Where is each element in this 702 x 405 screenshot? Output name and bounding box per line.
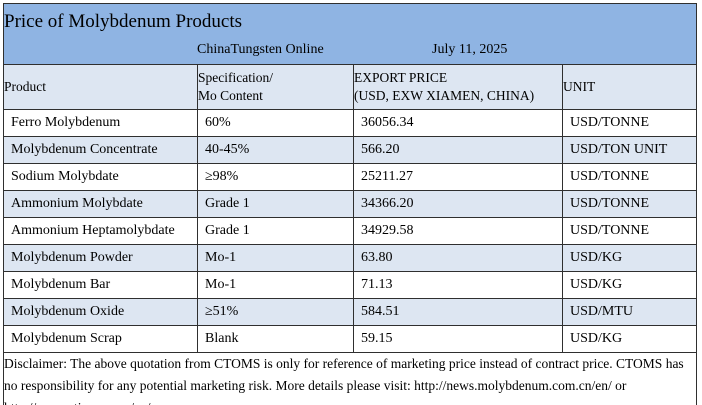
cell-product: Molybdenum Powder (3, 244, 198, 272)
subtitle-bar: ChinaTungsten Online July 11, 2025 (2, 39, 698, 65)
column-header-product: Product (3, 64, 198, 110)
cell-specification: 40-45% (197, 136, 354, 164)
cell-specification: Grade 1 (197, 190, 354, 218)
molybdenum-price-table: Price of Molybdenum Products ChinaTungst… (2, 3, 698, 405)
cell-unit: USD/TONNE (561, 109, 698, 137)
cell-specification: Grade 1 (197, 217, 354, 245)
cell-unit: USD/TONNE (561, 190, 698, 218)
column-header-export-price-line2: (USD, EXW XIAMEN, CHINA) (354, 88, 535, 103)
cell-export-price: 584.51 (353, 298, 563, 326)
cell-export-price: 63.80 (353, 244, 563, 272)
cell-specification: ≥51% (197, 298, 354, 326)
table-row: Molybdenum Bar Mo-1 71.13 USD/KG (3, 271, 698, 299)
column-header-specification-line1: Specification/ (198, 70, 273, 85)
cell-specification: Blank (197, 325, 354, 353)
cell-product: Molybdenum Concentrate (3, 136, 198, 164)
disclaimer-text: Disclaimer: The above quotation from CTO… (2, 352, 698, 405)
cell-export-price: 59.15 (353, 325, 563, 353)
cell-unit: USD/MTU (561, 298, 698, 326)
table-header-row: Product Specification/ Mo Content EXPORT… (3, 64, 698, 110)
quote-date: July 11, 2025 (432, 42, 508, 57)
column-header-specification: Specification/ Mo Content (197, 64, 354, 110)
table-row: Sodium Molybdate ≥98% 25211.27 USD/TONNE (3, 163, 698, 191)
subtitle-row: ChinaTungsten Online July 11, 2025 (2, 39, 698, 65)
column-header-specification-line2: Mo Content (198, 88, 263, 103)
cell-product: Ferro Molybdenum (3, 109, 198, 137)
table-row: Molybdenum Oxide ≥51% 584.51 USD/MTU (3, 298, 698, 326)
organization-label: ChinaTungsten Online (197, 42, 324, 57)
cell-product: Molybdenum Bar (3, 271, 198, 299)
disclaimer-row: Disclaimer: The above quotation from CTO… (2, 352, 698, 405)
cell-specification: Mo-1 (197, 244, 354, 272)
cell-unit: USD/KG (561, 325, 698, 353)
page-title: Price of Molybdenum Products (2, 3, 698, 39)
cell-product: Molybdenum Scrap (3, 325, 198, 353)
title-row: Price of Molybdenum Products (2, 3, 698, 39)
cell-product: Ammonium Molybdate (3, 190, 198, 218)
column-header-unit: UNIT (561, 64, 698, 110)
cell-export-price: 71.13 (353, 271, 563, 299)
table-row: Ammonium Molybdate Grade 1 34366.20 USD/… (3, 190, 698, 218)
table-row: Molybdenum Concentrate 40-45% 566.20 USD… (3, 136, 698, 164)
cell-export-price: 34366.20 (353, 190, 563, 218)
table-row: Ferro Molybdenum 60% 36056.34 USD/TONNE (3, 109, 698, 137)
cell-unit: USD/KG (561, 271, 698, 299)
table-row: Molybdenum Scrap Blank 59.15 USD/KG (3, 325, 698, 353)
cell-product: Sodium Molybdate (3, 163, 198, 191)
price-table-container: Price of Molybdenum Products ChinaTungst… (2, 3, 698, 405)
cell-unit: USD/KG (561, 244, 698, 272)
cell-specification: ≥98% (197, 163, 354, 191)
cell-export-price: 34929.58 (353, 217, 563, 245)
table-row: Ammonium Heptamolybdate Grade 1 34929.58… (3, 217, 698, 245)
cell-unit: USD/TONNE (561, 163, 698, 191)
cell-product: Molybdenum Oxide (3, 298, 198, 326)
column-header-export-price-line1: EXPORT PRICE (354, 70, 448, 85)
cell-product: Ammonium Heptamolybdate (3, 217, 198, 245)
table-row: Molybdenum Powder Mo-1 63.80 USD/KG (3, 244, 698, 272)
cell-export-price: 566.20 (353, 136, 563, 164)
cell-export-price: 36056.34 (353, 109, 563, 137)
cell-specification: Mo-1 (197, 271, 354, 299)
cell-export-price: 25211.27 (353, 163, 563, 191)
cell-specification: 60% (197, 109, 354, 137)
cell-unit: USD/TONNE (561, 217, 698, 245)
cell-unit: USD/TON UNIT (561, 136, 698, 164)
column-header-export-price: EXPORT PRICE (USD, EXW XIAMEN, CHINA) (353, 64, 563, 110)
